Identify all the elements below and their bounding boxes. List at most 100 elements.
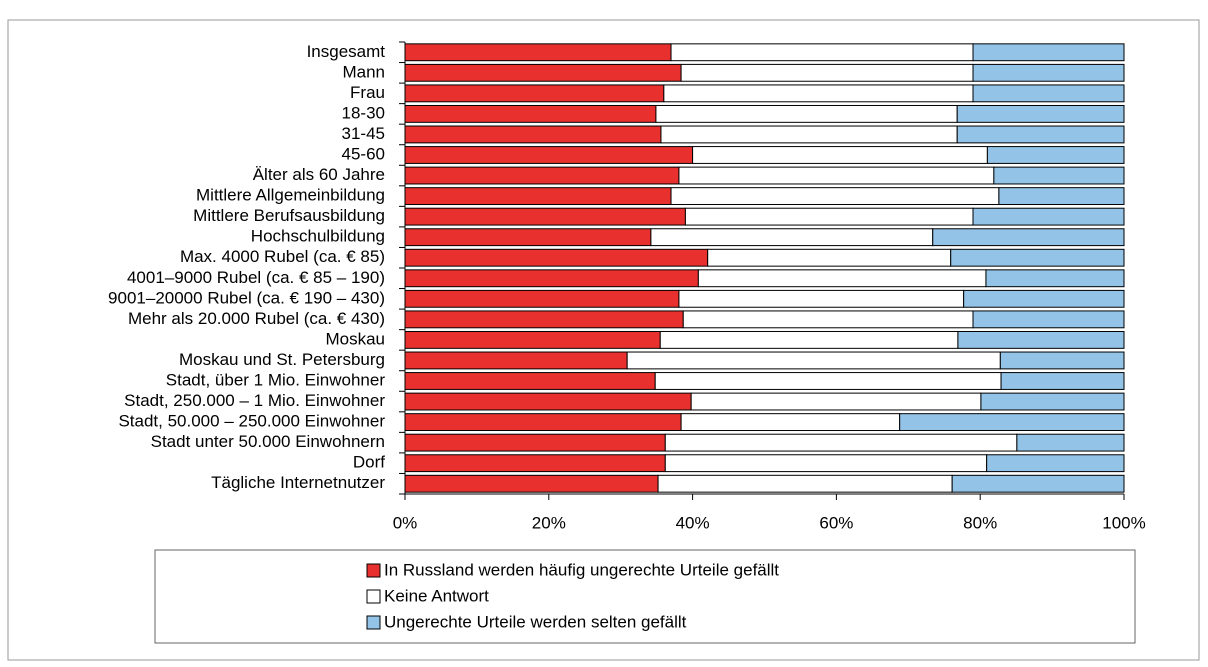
bar-segment bbox=[404, 228, 652, 247]
bar-segment bbox=[678, 289, 965, 308]
bar-segment bbox=[684, 207, 974, 226]
bar-segment bbox=[972, 310, 1125, 329]
y-tick-label: Stadt, 50.000 – 250.000 Einwohner bbox=[118, 412, 385, 431]
bar-segment bbox=[404, 84, 665, 103]
bar-segment bbox=[972, 207, 1125, 226]
legend-label: In Russland werden häufig ungerechte Urt… bbox=[384, 560, 779, 579]
y-tick-label: Mittlere Allgemeinbildung bbox=[196, 186, 385, 205]
bar-segment bbox=[404, 248, 709, 267]
bar-segment bbox=[404, 413, 682, 432]
y-tick-label: Dorf bbox=[353, 453, 385, 472]
bar-segment bbox=[707, 248, 952, 267]
y-tick-label: Älter als 60 Jahre bbox=[253, 165, 385, 184]
bar-segment bbox=[690, 392, 982, 411]
bar-segment bbox=[980, 392, 1125, 411]
bar-segment bbox=[404, 330, 661, 349]
bar-segment bbox=[404, 372, 656, 390]
x-tick-label: 40% bbox=[676, 513, 710, 532]
x-tick-label: 0% bbox=[393, 513, 418, 532]
bar-segment bbox=[404, 125, 662, 144]
y-tick-label: Moskau und St. Petersburg bbox=[179, 350, 385, 369]
bar-segment bbox=[697, 269, 987, 288]
bar-segment bbox=[999, 351, 1125, 370]
bar-segment bbox=[932, 228, 1125, 247]
y-tick-label: Tägliche Internetnutzer bbox=[211, 473, 385, 492]
y-tick-label: Stadt unter 50.000 Einwohnern bbox=[151, 432, 385, 451]
bar-segment bbox=[986, 454, 1125, 473]
bar-segment bbox=[1016, 433, 1125, 452]
bar-segment bbox=[963, 289, 1125, 308]
bar-segment bbox=[664, 433, 1018, 452]
bar-segment bbox=[404, 207, 686, 226]
bar-segment bbox=[972, 63, 1125, 82]
x-tick-label: 80% bbox=[963, 513, 997, 532]
legend-swatch bbox=[366, 615, 381, 630]
bar-segment bbox=[663, 84, 974, 103]
frame bbox=[7, 19, 1200, 661]
bar-segment bbox=[404, 289, 680, 308]
bar-segment bbox=[986, 146, 1125, 164]
bar-segment bbox=[678, 166, 995, 185]
y-tick-label: Insgesamt bbox=[307, 42, 386, 61]
bar-segment bbox=[654, 372, 1002, 390]
y-tick-label: Max. 4000 Rubel (ca. € 85) bbox=[180, 247, 385, 266]
bar-segment bbox=[650, 228, 934, 247]
legend-swatch bbox=[366, 589, 381, 604]
bar-segment bbox=[404, 146, 694, 164]
y-tick-label: 4001–9000 Rubel (ca. € 85 – 190) bbox=[127, 268, 385, 287]
bar-segment bbox=[404, 104, 657, 123]
bar-segment bbox=[670, 43, 974, 62]
bar-segment bbox=[956, 104, 1125, 123]
y-tick-label: Mann bbox=[342, 62, 385, 81]
bar-segment bbox=[692, 146, 988, 164]
bar-segment bbox=[680, 63, 974, 82]
y-tick-label: 18-30 bbox=[342, 103, 385, 122]
bar-segment bbox=[404, 43, 672, 62]
bar-segment bbox=[404, 63, 682, 82]
bar-segment bbox=[655, 104, 958, 123]
y-tick-label: Frau bbox=[350, 83, 385, 102]
y-tick-label: Mittlere Berufsausbildung bbox=[193, 206, 385, 225]
legend-label: Ungerechte Urteile werden selten gefällt bbox=[384, 612, 687, 631]
bar-segment bbox=[404, 433, 666, 452]
bar-segment bbox=[956, 125, 1125, 144]
bar-segment bbox=[950, 248, 1125, 267]
y-tick-label: 9001–20000 Rubel (ca. € 190 – 430) bbox=[108, 288, 385, 307]
y-tick-label: 31-45 bbox=[342, 124, 385, 143]
bar-segment bbox=[957, 330, 1125, 349]
y-tick-label: Hochschulbildung bbox=[251, 227, 385, 246]
x-tick-label: 100% bbox=[1102, 513, 1145, 532]
bar-segment bbox=[404, 454, 666, 473]
legend-label: Keine Antwort bbox=[384, 586, 489, 605]
bar-segment bbox=[404, 351, 628, 370]
bar-segment bbox=[404, 474, 659, 493]
y-tick-label: Mehr als 20.000 Rubel (ca. € 430) bbox=[128, 309, 385, 328]
bar-segment bbox=[993, 166, 1125, 185]
bar-segment bbox=[404, 392, 692, 411]
y-tick-label: Stadt, 250.000 – 1 Mio. Einwohner bbox=[124, 391, 385, 410]
bar-segment bbox=[951, 474, 1125, 493]
bar-segment bbox=[626, 351, 1001, 370]
bar-segment bbox=[985, 269, 1125, 288]
bar-segment bbox=[682, 310, 974, 329]
bar-segment bbox=[404, 187, 672, 206]
legend-box bbox=[154, 549, 1136, 644]
bar-segment bbox=[1000, 372, 1125, 390]
bar-segment bbox=[972, 84, 1125, 103]
bar-segment bbox=[899, 413, 1125, 432]
x-tick-label: 20% bbox=[532, 513, 566, 532]
legend-swatch bbox=[366, 563, 381, 578]
bar-segment bbox=[680, 413, 901, 432]
bar-segment bbox=[404, 310, 684, 329]
x-tick-label: 60% bbox=[819, 513, 853, 532]
y-tick-label: Moskau bbox=[325, 329, 385, 348]
y-tick-label: 45-60 bbox=[342, 144, 385, 163]
bar-segment bbox=[998, 187, 1125, 206]
bar-segment bbox=[404, 269, 699, 288]
bar-segment bbox=[972, 43, 1125, 62]
bar-segment bbox=[660, 125, 958, 144]
bar-segment bbox=[670, 187, 1000, 206]
bar-segment bbox=[659, 330, 959, 349]
bar-segment bbox=[657, 474, 953, 493]
